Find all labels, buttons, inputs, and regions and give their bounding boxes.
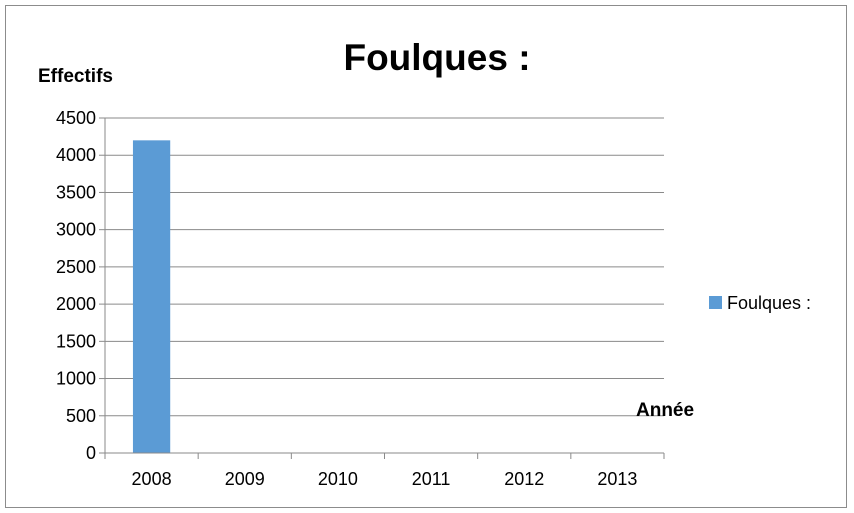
- x-tick-label: 2008: [132, 469, 172, 489]
- x-tick-label: 2009: [225, 469, 265, 489]
- legend-label: Foulques :: [727, 293, 811, 313]
- y-tick-label: 1500: [56, 331, 96, 351]
- y-tick-label: 4000: [56, 145, 96, 165]
- y-tick-label: 3500: [56, 182, 96, 202]
- bar-2008: [132, 140, 171, 454]
- y-tick-label: 0: [86, 443, 96, 463]
- y-tick-label: 3000: [56, 220, 96, 240]
- legend-swatch: [709, 296, 722, 309]
- y-tick-label: 500: [66, 406, 96, 426]
- y-axis-ticks: 0 500 1000 1500 2000 2500 3000 3500 4000 4500: [56, 108, 106, 463]
- legend: Foulques :: [709, 293, 811, 313]
- y-tick-label: 4500: [56, 108, 96, 128]
- chart-title: Foulques :: [343, 37, 530, 78]
- x-tick-label: 2012: [504, 469, 544, 489]
- y-tick-label: 2500: [56, 257, 96, 277]
- x-tick-label: 2013: [597, 469, 637, 489]
- bars: [132, 140, 171, 454]
- x-axis-title: Année: [636, 400, 694, 421]
- x-tick-label: 2011: [412, 469, 451, 489]
- x-axis-ticks: 2008 2009 2010 2011 2012 2013: [104, 453, 665, 489]
- y-axis-title: Effectifs: [38, 66, 113, 87]
- x-tick-label: 2010: [318, 469, 358, 489]
- y-tick-label: 2000: [56, 294, 96, 314]
- y-tick-label: 1000: [56, 369, 96, 389]
- gridlines: [105, 117, 664, 417]
